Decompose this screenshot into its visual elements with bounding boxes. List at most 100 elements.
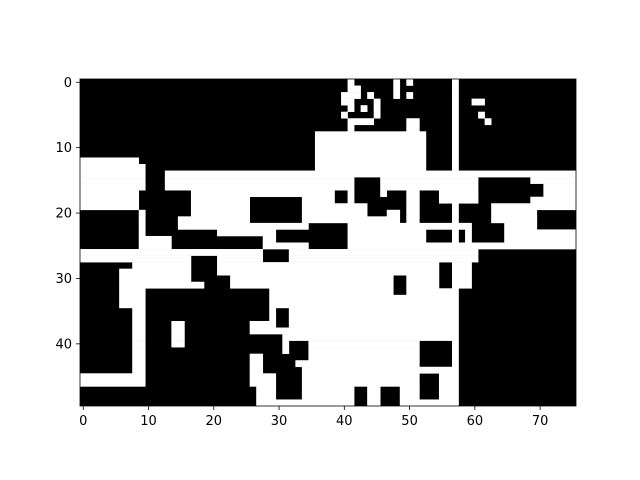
pixel-run: [484, 118, 492, 126]
pixel-run: [452, 353, 459, 361]
y-tick-label: 40: [55, 337, 72, 352]
pixel-run: [438, 190, 479, 198]
pixel-run: [530, 177, 577, 184]
pixel-run: [217, 255, 264, 263]
pixel-run: [171, 340, 185, 348]
pixel-run: [347, 79, 355, 86]
pixel-run: [543, 183, 577, 191]
pixel-run: [452, 203, 459, 211]
pixel-run: [438, 373, 459, 381]
pixel-run: [491, 203, 577, 211]
pixel-run: [80, 170, 146, 178]
pixel-run: [132, 340, 146, 348]
pixel-run: [347, 235, 427, 243]
pixel-run: [406, 288, 459, 296]
pixel-run: [249, 353, 264, 361]
pixel-run: [249, 379, 277, 387]
pixel-run: [288, 320, 459, 328]
pixel-run: [314, 144, 427, 152]
pixel-run: [438, 386, 459, 394]
pixel-run: [138, 209, 146, 217]
pixel-run: [164, 170, 577, 178]
pixel-run: [132, 360, 146, 368]
pixel-run: [314, 137, 427, 145]
pixel-run: [301, 209, 368, 217]
pixel-run: [504, 235, 577, 243]
pixel-run: [132, 347, 146, 354]
pixel-run: [308, 347, 420, 354]
x-tick-label: 20: [206, 414, 223, 429]
pixel-run: [380, 183, 479, 191]
pixel-run: [164, 183, 355, 191]
pixel-run: [399, 386, 420, 394]
pixel-run: [119, 301, 146, 309]
pixel-run: [132, 327, 146, 335]
pixel-run: [406, 203, 420, 211]
pixel-run: [301, 196, 335, 204]
x-tick-label: 10: [140, 414, 157, 429]
image-pixels: [80, 79, 577, 407]
pixel-run: [367, 392, 381, 400]
pixel-run: [399, 392, 420, 400]
pixel-run: [190, 190, 335, 198]
pixel-run: [465, 235, 472, 243]
pixel-run: [80, 373, 146, 381]
pixel-run: [393, 85, 401, 93]
pixel-run: [504, 222, 538, 230]
pixel-run: [190, 196, 250, 204]
pixel-run: [452, 340, 459, 348]
pixel-run: [438, 196, 479, 204]
pixel-run: [282, 340, 290, 348]
pixel-run: [406, 92, 414, 99]
pixel-run: [452, 360, 459, 368]
pixel-run: [347, 242, 577, 250]
pixel-run: [452, 105, 459, 112]
pixel-run: [301, 366, 459, 374]
pixel-run: [138, 229, 146, 237]
pixel-run: [452, 216, 459, 224]
x-axis: 0 10 20 30 40 50 60 70: [79, 406, 548, 429]
pixel-run: [164, 177, 355, 184]
pixel-run: [269, 307, 277, 315]
pixel-run: [452, 268, 472, 276]
pixel-run: [452, 124, 459, 132]
pixel-run: [132, 314, 146, 322]
pixel-run: [282, 334, 459, 341]
pixel-run: [249, 373, 277, 381]
pixel-run: [452, 111, 459, 119]
y-axis: 0 10 20 30 40: [55, 76, 80, 352]
pixel-run: [171, 327, 185, 335]
y-tick-label: 10: [55, 141, 72, 156]
x-tick-label: 70: [532, 414, 549, 429]
pixel-run: [132, 307, 146, 315]
pixel-run: [341, 98, 355, 106]
pixel-run: [190, 203, 250, 211]
pixel-run: [452, 92, 459, 99]
pixel-run: [347, 124, 355, 132]
pixel-run: [406, 79, 414, 86]
pixel-run: [132, 262, 192, 269]
pixel-run: [269, 301, 459, 309]
pixel-run: [138, 235, 172, 243]
pixel-run: [471, 98, 485, 106]
pixel-run: [452, 275, 472, 283]
pixel-run: [452, 347, 459, 354]
pixel-run: [347, 118, 374, 126]
pixel-run: [367, 92, 374, 99]
pixel-run: [347, 105, 355, 112]
pixel-run: [80, 177, 146, 184]
y-tick-label: 30: [55, 272, 72, 287]
pixel-run: [452, 235, 459, 243]
pixel-run: [80, 190, 140, 198]
pixel-run: [249, 327, 459, 335]
pixel-run: [119, 275, 192, 283]
pixel-run: [406, 124, 420, 132]
pixel-run: [190, 209, 250, 217]
pixel-run: [132, 320, 146, 328]
pixel-run: [301, 392, 355, 400]
pixel-run: [269, 294, 459, 302]
pixel-run: [80, 164, 146, 171]
pixel-run: [119, 281, 205, 289]
pixel-run: [452, 281, 472, 289]
